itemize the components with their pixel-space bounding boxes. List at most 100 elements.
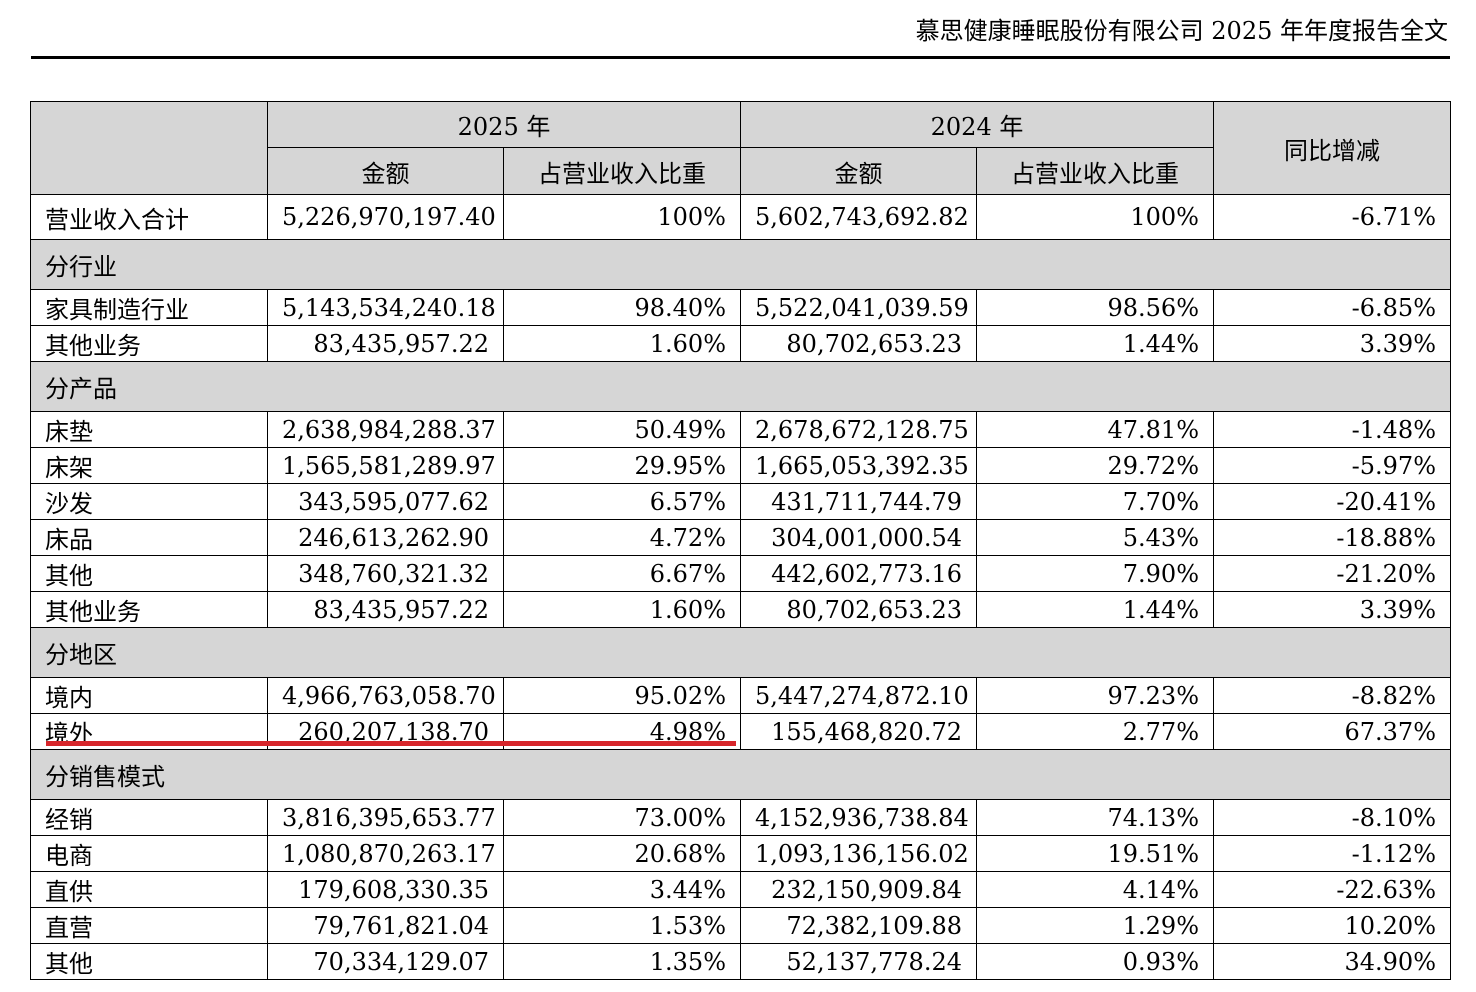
amount-2024-cell: 5,602,743,692.82: [740, 194, 977, 240]
table-row: 其他业务 83,435,957.22 1.60% 80,702,653.23 1.44%…: [30, 591, 1451, 628]
header-amount-2024: 金额: [740, 147, 977, 195]
row-label: 其他: [30, 555, 268, 592]
yoy-cell: 3.39%: [1213, 325, 1451, 362]
header-ratio-2025: 占营业收入比重: [503, 147, 741, 195]
amount-2025-cell: 5,226,970,197.40: [267, 194, 504, 240]
ratio-2025-cell: 73.00%: [503, 799, 741, 836]
table-row: 其他业务 83,435,957.22 1.60% 80,702,653.23 1.44%…: [30, 325, 1451, 362]
yoy-cell: -1.12%: [1213, 835, 1451, 872]
table-row: 直营 79,761,821.04 1.53% 72,382,109.88 1.29% 10…: [30, 907, 1451, 944]
amount-2024-cell: 80,702,653.23: [740, 591, 977, 628]
header-row-columns: 金额 占营业收入比重 金额 占营业收入比重: [31, 147, 1451, 195]
table-row: 床架 1,565,581,289.97 29.95% 1,665,053,392.35…: [30, 447, 1451, 484]
section-title: 分产品: [30, 361, 1451, 412]
row-label: 床架: [30, 447, 268, 484]
amount-2025-cell: 3,816,395,653.77: [267, 799, 504, 836]
table-row: 沙发 343,595,077.62 6.57% 431,711,744.79 7.70%…: [30, 483, 1451, 520]
ratio-2024-cell: 97.23%: [976, 677, 1214, 714]
row-label: 沙发: [30, 483, 268, 520]
amount-2024-cell: 80,702,653.23: [740, 325, 977, 362]
header-yoy-change: 同比增减: [1213, 101, 1451, 195]
ratio-2025-cell: 1.60%: [503, 591, 741, 628]
amount-2025-cell: 83,435,957.22: [267, 325, 504, 362]
ratio-2025-cell: 3.44%: [503, 871, 741, 908]
amount-2024-cell: 4,152,936,738.84: [740, 799, 977, 836]
amount-2024-cell: 72,382,109.88: [740, 907, 977, 944]
ratio-2024-cell: 1.29%: [976, 907, 1214, 944]
section-title: 分地区: [30, 627, 1451, 678]
amount-2024-cell: 52,137,778.24: [740, 943, 977, 980]
amount-2024-cell: 304,001,000.54: [740, 519, 977, 556]
ratio-2025-cell: 4.72%: [503, 519, 741, 556]
yoy-cell: -20.41%: [1213, 483, 1451, 520]
amount-2025-cell: 1,565,581,289.97: [267, 447, 504, 484]
yoy-cell: -5.97%: [1213, 447, 1451, 484]
table-row: 直供 179,608,330.35 3.44% 232,150,909.84 4.14%…: [30, 871, 1451, 908]
ratio-2024-cell: 19.51%: [976, 835, 1214, 872]
report-header-title: 慕思健康睡眠股份有限公司 2025 年年度报告全文: [915, 17, 1448, 45]
ratio-2025-cell: 6.57%: [503, 483, 741, 520]
amount-2024-cell: 442,602,773.16: [740, 555, 977, 592]
yoy-cell: 10.20%: [1213, 907, 1451, 944]
yoy-cell: 3.39%: [1213, 591, 1451, 628]
amount-2025-cell: 179,608,330.35: [267, 871, 504, 908]
ratio-2025-cell: 1.35%: [503, 943, 741, 980]
amount-2025-cell: 2,638,984,288.37: [267, 411, 504, 448]
row-label: 其他: [30, 943, 268, 980]
amount-2025-cell: 1,080,870,263.17: [267, 835, 504, 872]
ratio-2025-cell: 20.68%: [503, 835, 741, 872]
yoy-cell: -22.63%: [1213, 871, 1451, 908]
section-header-row: 分销售模式: [30, 749, 1451, 800]
amount-2025-cell: 4,966,763,058.70: [267, 677, 504, 714]
table-row: 家具制造行业 5,143,534,240.18 98.40% 5,522,041,03…: [30, 289, 1451, 326]
ratio-2024-cell: 74.13%: [976, 799, 1214, 836]
amount-2025-cell: 70,334,129.07: [267, 943, 504, 980]
ratio-2024-cell: 7.90%: [976, 555, 1214, 592]
header-rule: [31, 56, 1450, 59]
revenue-breakdown-table: 2025 年 2024 年 同比增减 金额 占营业收入比重 金额 占营业收入比重…: [30, 101, 1451, 980]
ratio-2025-cell: 1.60%: [503, 325, 741, 362]
section-header-row: 分产品: [30, 361, 1451, 412]
ratio-2025-cell: 98.40%: [503, 289, 741, 326]
table-body: 营业收入合计 5,226,970,197.40 100% 5,602,743,6…: [30, 194, 1451, 980]
ratio-2024-cell: 0.93%: [976, 943, 1214, 980]
ratio-2025-cell: 50.49%: [503, 411, 741, 448]
amount-2024-cell: 2,678,672,128.75: [740, 411, 977, 448]
yoy-cell: -8.10%: [1213, 799, 1451, 836]
amount-2024-cell: 232,150,909.84: [740, 871, 977, 908]
row-label: 营业收入合计: [30, 194, 268, 240]
table-row: 经销 3,816,395,653.77 73.00% 4,152,936,738.84…: [30, 799, 1451, 836]
ratio-2025-cell: 29.95%: [503, 447, 741, 484]
row-label: 境内: [30, 677, 268, 714]
section-header-row: 分行业: [30, 239, 1451, 290]
row-label: 床品: [30, 519, 268, 556]
section-title: 分销售模式: [30, 749, 1451, 800]
section-header-row: 分地区: [30, 627, 1451, 678]
ratio-2024-cell: 5.43%: [976, 519, 1214, 556]
ratio-2024-cell: 29.72%: [976, 447, 1214, 484]
amount-2024-cell: 431,711,744.79: [740, 483, 977, 520]
amount-2024-cell: 1,093,136,156.02: [740, 835, 977, 872]
header-row-years: 2025 年 2024 年 同比增减: [30, 101, 1451, 195]
amount-2025-cell: 5,143,534,240.18: [267, 289, 504, 326]
amount-2025-cell: 79,761,821.04: [267, 907, 504, 944]
ratio-2024-cell: 4.14%: [976, 871, 1214, 908]
header-corner-cell: [30, 101, 268, 195]
ratio-2025-cell: 100%: [503, 194, 741, 240]
ratio-2024-cell: 47.81%: [976, 411, 1214, 448]
row-label: 其他业务: [30, 591, 268, 628]
row-label: 直供: [30, 871, 268, 908]
table-row: 床垫 2,638,984,288.37 50.49% 2,678,672,128.75…: [30, 411, 1451, 448]
amount-2025-cell: 83,435,957.22: [267, 591, 504, 628]
yoy-cell: -8.82%: [1213, 677, 1451, 714]
amount-2025-cell: 343,595,077.62: [267, 483, 504, 520]
row-label: 经销: [30, 799, 268, 836]
yoy-cell: -21.20%: [1213, 555, 1451, 592]
row-label: 家具制造行业: [30, 289, 268, 326]
ratio-2024-cell: 100%: [976, 194, 1214, 240]
ratio-2025-cell: 1.53%: [503, 907, 741, 944]
yoy-cell: -6.85%: [1213, 289, 1451, 326]
row-label: 电商: [30, 835, 268, 872]
amount-2024-cell: 155,468,820.72: [740, 713, 977, 750]
ratio-2024-cell: 98.56%: [976, 289, 1214, 326]
